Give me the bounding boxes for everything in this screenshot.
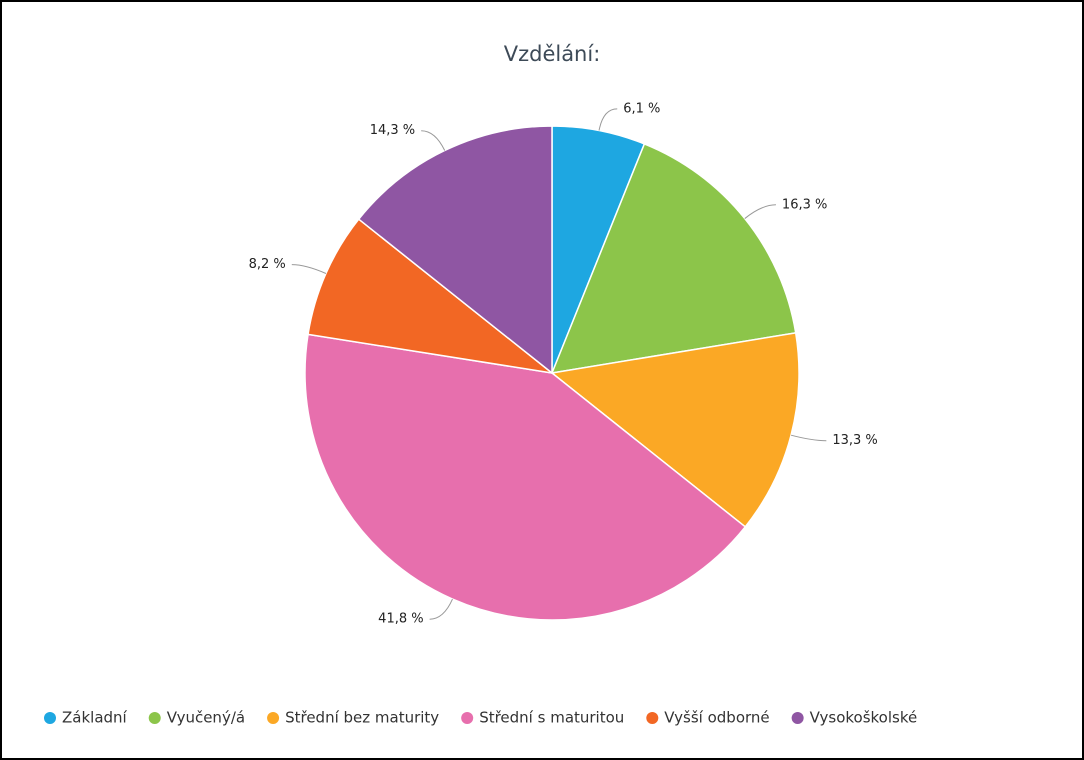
legend-marker [461, 712, 474, 724]
legend-marker [646, 712, 659, 724]
legend-label: Střední bez maturity [285, 709, 439, 727]
legend-label: Střední s maturitou [479, 709, 624, 727]
data-label: 8,2 % [249, 257, 286, 272]
leader-line [421, 130, 446, 151]
legend: Základní Vyučený/á Střední bez maturity Stř… [44, 709, 917, 727]
legend-label: Základní [62, 709, 128, 727]
pie [304, 125, 800, 621]
data-label: 13,3 % [832, 433, 877, 448]
data-label: 6,1 % [623, 101, 660, 116]
leader-line [429, 598, 453, 620]
data-label: 16,3 % [782, 197, 827, 212]
chart-title: Vzdělání: [504, 42, 601, 66]
leader-line [790, 434, 827, 442]
legend-label: Vyučený/á [167, 709, 245, 727]
legend-label: Vysokoškolské [810, 709, 918, 727]
pie-slice [357, 125, 553, 375]
legend-marker [44, 712, 56, 724]
legend-label: Vyšší odborné [664, 709, 769, 727]
leader-line [291, 264, 327, 274]
legend-marker [148, 712, 161, 724]
legend-marker [791, 712, 804, 724]
data-label: 41,8 % [378, 612, 423, 627]
data-labels: 6,1 % 16,3 % 13,3 % 41,8 % 8,2 % 14,3 % [249, 101, 878, 626]
data-label: 14,3 % [370, 123, 415, 138]
pie-slice [550, 142, 797, 374]
leader-line [598, 108, 618, 131]
leader-line [744, 204, 776, 219]
legend-marker [267, 712, 280, 724]
